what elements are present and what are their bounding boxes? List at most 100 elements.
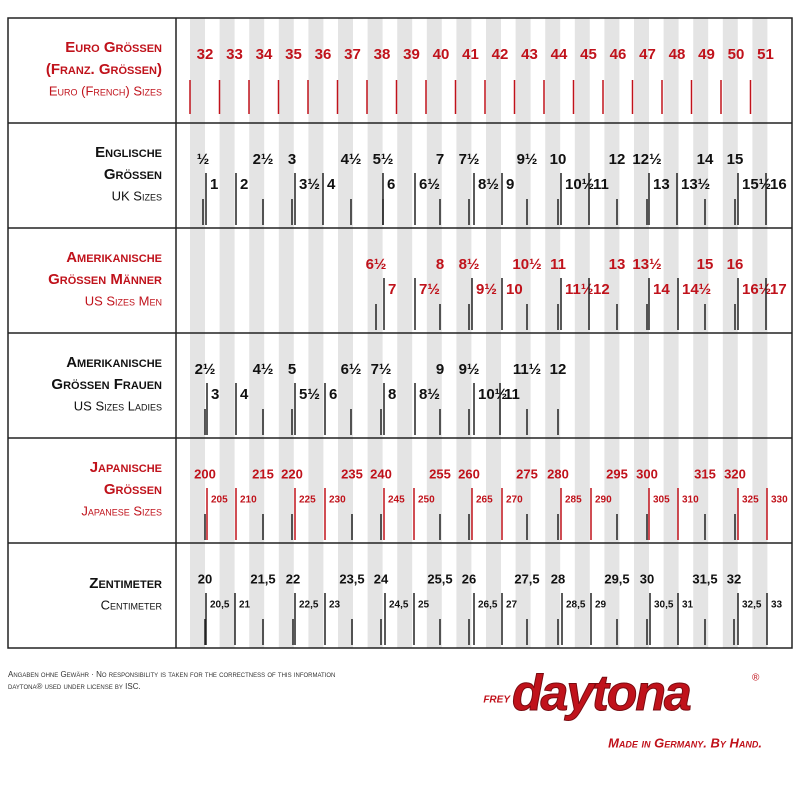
row-title: Grössen [104,166,162,183]
size-upper: 20 [198,571,212,586]
row-title: Amerikanische [66,249,162,266]
size-upper: 295 [606,466,628,481]
size-lower: 11 [593,176,609,193]
size-lower: 14 [653,281,670,298]
row-title: Englische [95,144,162,161]
disclaimer: Angaben ohne Gewähr · No responsibility … [8,670,335,679]
size-upper: 43 [521,46,538,63]
size-upper: 46 [610,46,627,63]
size-lower: 225 [299,495,316,506]
size-upper: 28 [551,571,565,586]
size-upper: 9½ [459,361,480,378]
size-upper: 12 [550,361,567,378]
size-upper: 48 [669,46,686,63]
size-upper: 11 [550,256,566,273]
size-upper: 2½ [195,361,216,378]
size-lower: 17 [770,281,787,298]
size-lower: 16½ [742,281,771,298]
size-upper: 25,5 [427,571,452,586]
size-upper: 12½ [632,151,661,168]
size-upper: 47 [639,46,656,63]
size-lower: 265 [476,495,493,506]
size-upper: 36 [315,46,332,63]
row-title: Grössen Männer [48,271,162,288]
row-title: Japanische [90,459,162,476]
size-lower: 23 [329,600,341,611]
size-upper: 49 [698,46,715,63]
size-lower: 13½ [681,176,710,193]
row-title: Amerikanische [66,354,162,371]
size-lower: 24,5 [389,600,409,611]
size-upper: 51 [757,46,774,63]
size-upper: 32 [727,571,741,586]
size-upper: 3 [288,151,296,168]
size-lower: 22,5 [299,600,319,611]
size-lower: 32,5 [742,600,762,611]
size-lower: 30,5 [654,600,674,611]
size-upper: 9 [436,361,444,378]
size-upper: ½ [197,151,210,168]
size-lower: 10½ [565,176,594,193]
size-lower: 330 [771,495,788,506]
size-lower: 310 [682,495,699,506]
size-upper: 35 [285,46,302,63]
size-lower: 16 [770,176,787,193]
size-upper: 320 [724,466,746,481]
size-lower: 31 [682,600,694,611]
size-lower: 12 [593,281,610,298]
size-upper: 24 [374,571,389,586]
tagline: Made in Germany. By Hand. [608,735,762,750]
row-title: Grössen Frauen [51,376,162,393]
size-upper: 6½ [366,256,387,273]
size-lower: 270 [506,495,523,506]
size-lower: 11½ [565,281,593,298]
size-upper: 13½ [632,256,661,273]
size-upper: 14 [697,151,714,168]
size-upper: 26 [462,571,476,586]
size-lower: 1 [210,176,218,193]
size-upper: 15 [697,256,714,273]
size-upper: 4½ [341,151,362,168]
size-upper: 50 [728,46,745,63]
size-lower: 6 [329,386,337,403]
size-upper: 45 [580,46,597,63]
size-lower: 3½ [299,176,320,193]
size-lower: 9½ [476,281,497,298]
size-lower: 325 [742,495,759,506]
row-subtitle: US Sizes Men [85,293,162,308]
size-lower: 2 [240,176,248,193]
size-upper: 34 [256,46,273,63]
size-upper: 32 [197,46,214,63]
size-lower: 3 [211,386,219,403]
size-upper: 300 [636,466,658,481]
size-upper: 21,5 [250,571,275,586]
size-upper: 235 [341,466,363,481]
size-lower: 245 [388,495,405,506]
size-lower: 10 [506,281,523,298]
size-upper: 200 [194,466,216,481]
size-upper: 44 [551,46,568,63]
size-upper: 6½ [341,361,362,378]
size-lower: 205 [211,495,228,506]
size-lower: 250 [418,495,435,506]
size-upper: 22 [286,571,300,586]
size-upper: 5½ [373,151,394,168]
size-upper: 27,5 [514,571,539,586]
license: daytona® used under license by ISC. [8,682,141,691]
size-upper: 29,5 [604,571,629,586]
size-upper: 30 [640,571,654,586]
row-subtitle: UK Sizes [112,188,162,203]
size-lower: 13 [653,176,670,193]
size-upper: 10 [550,151,567,168]
size-upper: 39 [403,46,420,63]
size-upper: 13 [609,256,626,273]
size-upper: 37 [344,46,361,63]
size-upper: 7 [436,151,444,168]
row-title: Zentimeter [89,575,162,592]
size-lower: 20,5 [210,600,230,611]
size-lower: 11 [504,386,520,403]
logo: daytona [512,665,691,721]
size-upper: 31,5 [692,571,717,586]
size-lower: 29 [595,600,607,611]
size-upper: 220 [281,466,303,481]
